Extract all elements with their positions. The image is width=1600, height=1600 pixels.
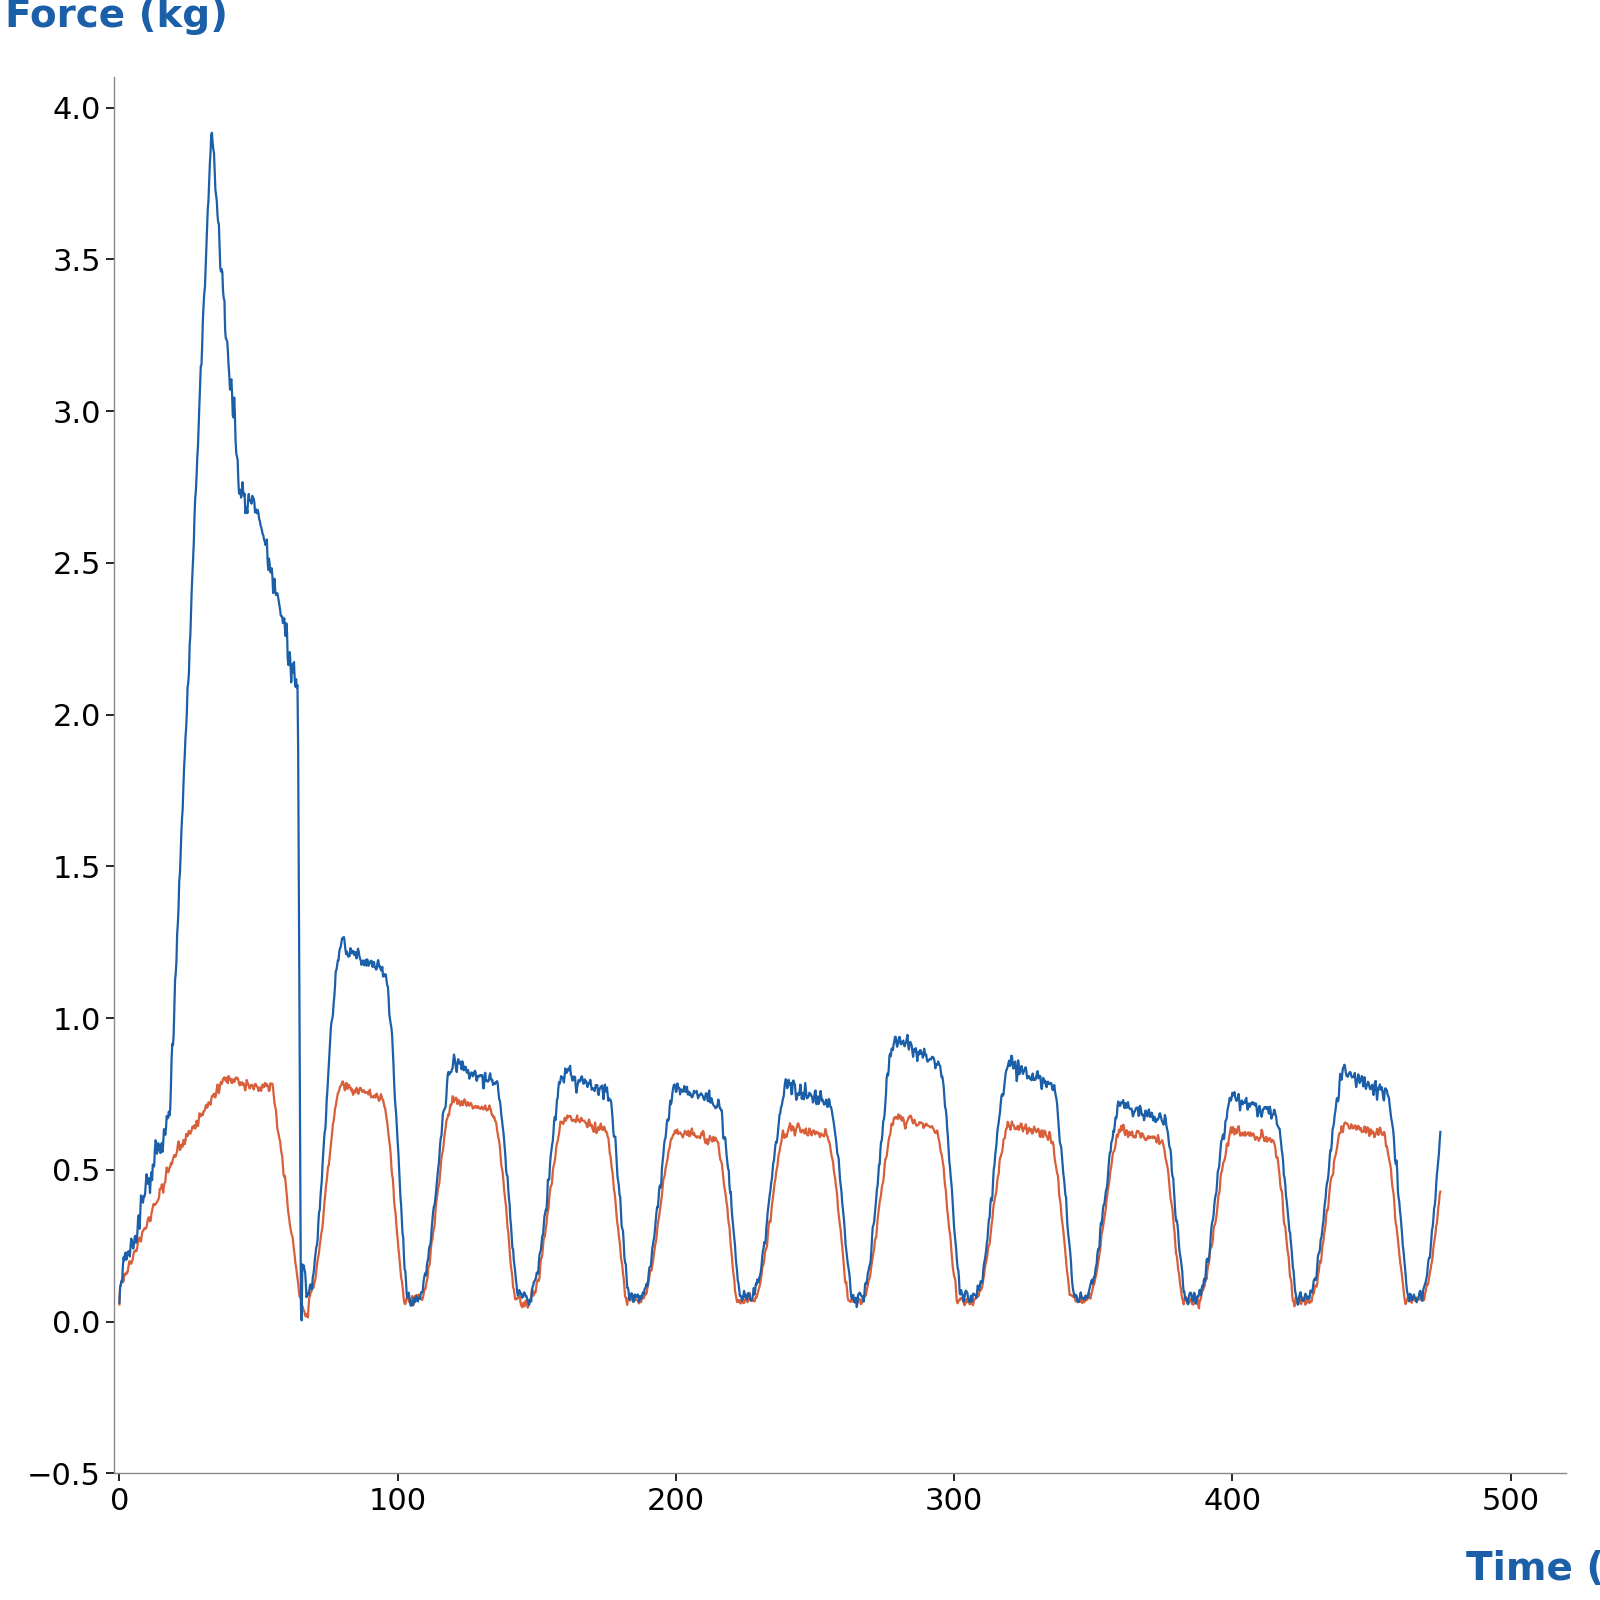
X-axis label: Time (sec): Time (sec) xyxy=(1467,1550,1600,1589)
Y-axis label: Force (kg): Force (kg) xyxy=(5,0,227,35)
